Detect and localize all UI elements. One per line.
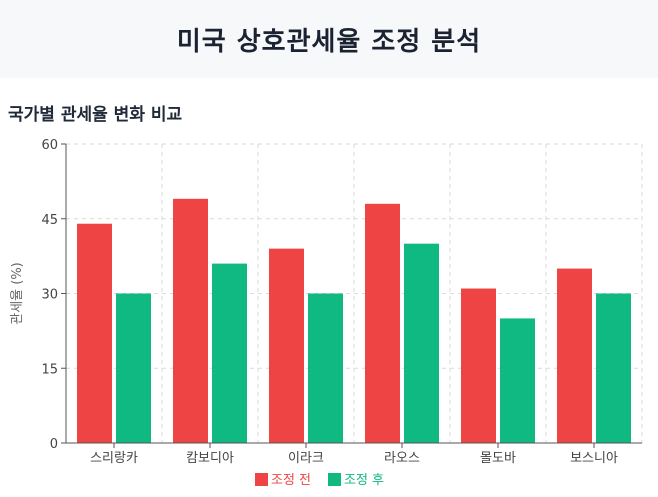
bar-after-2[interactable] [212,263,247,443]
x-tick-label: 라오스 [384,451,420,466]
chart-section-title: 국가별 관세율 변화 비교 [8,105,183,125]
legend-label-before[interactable]: 조정 전 [271,473,311,488]
bar-after-1[interactable] [116,293,151,444]
y-axis-title: 관세율 (%) [10,262,25,325]
legend-swatch-before [255,473,268,486]
x-tick-label: 보스니아 [570,451,618,466]
bar-before-1[interactable] [77,223,112,443]
page-title: 미국 상호관세율 조정 분석 [176,26,482,57]
y-tick-label: 30 [41,288,58,303]
bar-chart: 0 15 30 45 60 스리랑카 캄보디아 이라크 라오스 몰도바 보스니아 관세율 (%) 조정 … [10,138,643,488]
bar-after-3[interactable] [308,293,343,444]
bar-before-5[interactable] [461,288,496,443]
y-tick-label: 45 [41,213,58,228]
y-tick-label: 15 [41,362,58,377]
bar-after-4[interactable] [404,243,439,443]
x-tick-label: 몰도바 [480,451,516,466]
legend-label-after[interactable]: 조정 후 [344,473,384,488]
legend-swatch-after [328,473,341,486]
bar-before-4[interactable] [365,203,400,443]
bar-after-6[interactable] [596,293,631,444]
bar-after-5[interactable] [500,318,535,443]
x-tick-label: 스리랑카 [90,451,138,466]
x-tick-label: 캄보디아 [186,451,234,466]
bar-before-2[interactable] [173,198,208,443]
bar-before-3[interactable] [269,248,304,443]
y-tick-label: 60 [41,138,58,153]
y-tick-label: 0 [50,437,58,452]
x-tick-label: 이라크 [288,451,324,466]
bar-before-6[interactable] [557,268,592,443]
page-header: 미국 상호관세율 조정 분석 [0,0,658,78]
